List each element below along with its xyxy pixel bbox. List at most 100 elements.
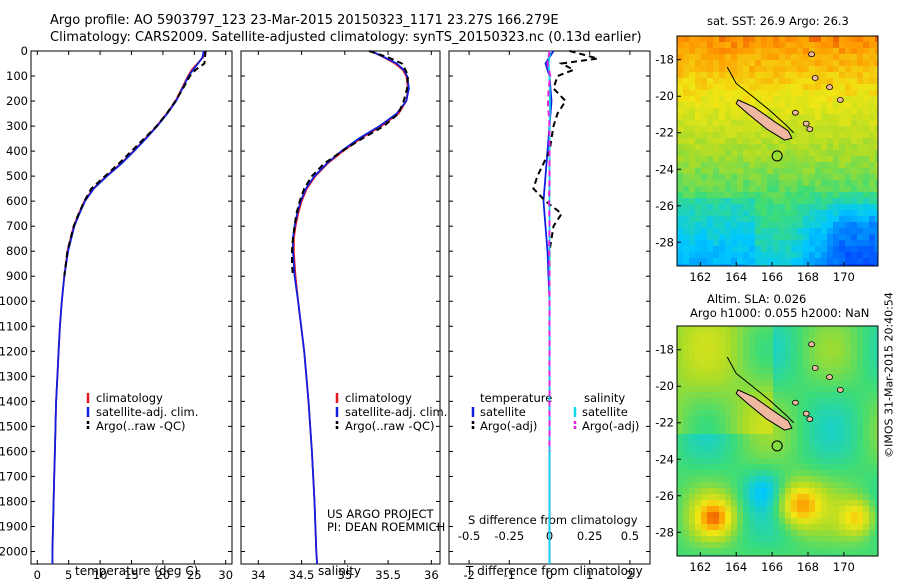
map-cell	[743, 530, 750, 537]
map-cell	[701, 60, 708, 67]
map-cell	[719, 222, 726, 229]
map-cell	[683, 186, 690, 193]
map-cell	[821, 470, 828, 477]
map-cell	[779, 500, 786, 507]
map-cell	[713, 114, 720, 121]
map-cell	[839, 332, 846, 339]
map-cell	[779, 162, 786, 169]
map-cell	[851, 126, 858, 133]
map-cell	[815, 374, 822, 381]
map-cell	[689, 404, 696, 411]
map-cell	[863, 554, 870, 556]
map-cell	[695, 198, 702, 205]
map-cell	[815, 338, 822, 345]
map-cell	[695, 524, 702, 531]
depth-tick-label: 1900	[0, 519, 28, 533]
map-cell	[779, 36, 786, 43]
map-cell	[755, 204, 762, 211]
diff-legend-t-argo: Argo(-adj)	[480, 419, 538, 433]
map-cell	[845, 536, 852, 543]
map-cell	[797, 120, 804, 127]
map-cell	[713, 488, 720, 495]
map-cell	[749, 240, 756, 247]
map-cell	[875, 410, 878, 417]
map-cell	[851, 78, 858, 85]
map-cell	[743, 258, 750, 265]
map-cell	[713, 102, 720, 109]
map-cell	[833, 60, 840, 67]
map-cell	[701, 102, 708, 109]
map-cell	[761, 398, 768, 405]
map-cell	[851, 518, 858, 525]
map-cell	[791, 42, 798, 49]
map-cell	[809, 204, 816, 211]
map-cell	[713, 344, 720, 351]
map-cell	[863, 512, 870, 519]
map-cell	[767, 404, 774, 411]
map-cell	[761, 506, 768, 513]
map-cell	[821, 548, 828, 555]
diff-legend-s-satellite: satellite	[582, 405, 628, 419]
map-cell	[863, 66, 870, 73]
depth-tick-label: 100	[6, 69, 28, 83]
map-cell	[689, 524, 696, 531]
map-cell	[773, 398, 780, 405]
map-cell	[713, 120, 720, 127]
map-cell	[773, 186, 780, 193]
map-cell	[869, 542, 876, 549]
map-cell	[785, 216, 792, 223]
map-cell	[719, 90, 726, 97]
map-cell	[773, 240, 780, 247]
map-cell	[761, 380, 768, 387]
map-cell	[785, 344, 792, 351]
map-cell	[713, 84, 720, 91]
map-cell	[725, 216, 732, 223]
map-cell	[851, 108, 858, 115]
map-cell	[755, 66, 762, 73]
map-cell	[797, 96, 804, 103]
map-cell	[803, 96, 810, 103]
map-cell	[743, 476, 750, 483]
map-cell	[851, 84, 858, 91]
map-cell	[863, 434, 870, 441]
map-cell	[731, 500, 738, 507]
map-cell	[815, 60, 822, 67]
map-cell	[845, 458, 852, 465]
map-cell	[803, 234, 810, 241]
map-cell	[749, 186, 756, 193]
map-cell	[755, 500, 762, 507]
map-cell	[701, 536, 708, 543]
map-cell	[827, 524, 834, 531]
map-cell	[755, 252, 762, 259]
map-cell	[713, 48, 720, 55]
map-cell	[701, 530, 708, 537]
map-cell	[767, 440, 774, 447]
map-cell	[683, 174, 690, 181]
map-cell	[851, 554, 858, 556]
map-cell	[701, 186, 708, 193]
map-cell	[779, 186, 786, 193]
depth-tick-label: 1100	[0, 319, 28, 333]
map-cell	[683, 548, 690, 555]
map-cell	[797, 102, 804, 109]
map-cell	[815, 54, 822, 61]
map-cell	[821, 518, 828, 525]
map-cell	[863, 246, 870, 253]
map-cell	[857, 404, 864, 411]
map-cell	[851, 168, 858, 175]
map-cell	[863, 416, 870, 423]
map-cell	[797, 42, 804, 49]
map-cell	[839, 362, 846, 369]
map-cell	[827, 512, 834, 519]
map-cell	[695, 162, 702, 169]
map-cell	[731, 48, 738, 55]
map-cell	[833, 42, 840, 49]
map-cell	[809, 192, 816, 199]
map-cell	[857, 422, 864, 429]
map-cell	[845, 204, 852, 211]
map-cell	[809, 42, 816, 49]
map-cell	[869, 138, 876, 145]
map-cell	[839, 120, 846, 127]
map-cell	[851, 374, 858, 381]
map-cell	[719, 102, 726, 109]
